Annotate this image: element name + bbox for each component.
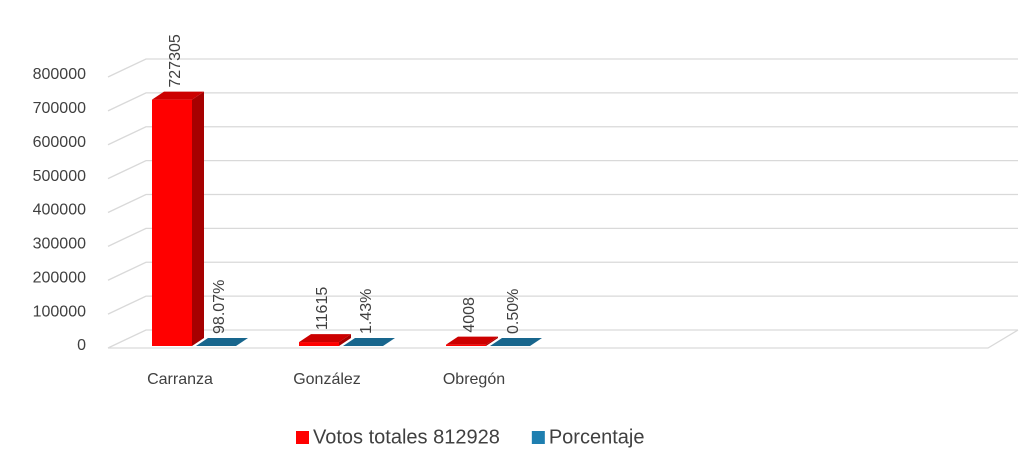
bar-side bbox=[486, 336, 498, 346]
data-label: 727305 bbox=[167, 34, 184, 87]
y-tick-label: 600000 bbox=[33, 134, 86, 151]
y-tick-label: 200000 bbox=[33, 269, 86, 286]
bar-top bbox=[152, 91, 204, 100]
bar bbox=[446, 336, 498, 346]
data-label: 0.50% bbox=[505, 289, 522, 334]
legend-label: Porcentaje bbox=[549, 426, 645, 448]
bar-top bbox=[446, 336, 498, 345]
bar-side bbox=[339, 334, 351, 346]
y-tick-label: 100000 bbox=[33, 303, 86, 320]
grid-line bbox=[107, 295, 1018, 315]
legend-swatch bbox=[296, 431, 309, 444]
bar bbox=[343, 337, 395, 347]
y-tick-label: 800000 bbox=[33, 66, 86, 83]
bar bbox=[152, 91, 204, 347]
bars bbox=[152, 91, 542, 347]
bar bbox=[490, 337, 542, 347]
y-tick-label: 400000 bbox=[33, 202, 86, 219]
bar-top bbox=[343, 337, 395, 346]
bar-side bbox=[530, 337, 542, 346]
y-tick-label: 500000 bbox=[33, 168, 86, 185]
bar-side bbox=[236, 337, 248, 346]
floor-line bbox=[108, 329, 1019, 349]
bar-front bbox=[446, 344, 486, 346]
bar-front bbox=[299, 342, 339, 346]
bar-front bbox=[152, 99, 192, 347]
grid-line bbox=[107, 92, 1018, 112]
bar-side bbox=[192, 91, 204, 347]
data-label: 4008 bbox=[461, 297, 478, 333]
bar-top bbox=[490, 337, 542, 346]
y-tick-label: 700000 bbox=[33, 100, 86, 117]
y-tick-label: 300000 bbox=[33, 236, 86, 253]
data-label: 98.07% bbox=[211, 280, 228, 334]
grid-line bbox=[107, 261, 1018, 281]
data-label: 11615 bbox=[314, 287, 331, 330]
grid-line bbox=[107, 227, 1018, 247]
grid-line bbox=[107, 329, 1018, 349]
bar-top bbox=[196, 337, 248, 346]
y-tick-label: 0 bbox=[77, 337, 86, 354]
legend-label: Votos totales 812928 bbox=[313, 426, 500, 448]
grid-line bbox=[107, 58, 1018, 78]
grid bbox=[107, 58, 1019, 349]
bar bbox=[196, 337, 248, 346]
grid-line bbox=[107, 159, 1018, 180]
labels: 0 100000 200000 300000 400000 500000 600000 700… bbox=[33, 34, 645, 448]
legend-swatch bbox=[531, 431, 545, 444]
data-label: 1.43% bbox=[358, 289, 375, 334]
bar bbox=[299, 334, 351, 346]
grid-line bbox=[107, 126, 1018, 146]
bar-top bbox=[299, 334, 351, 343]
bar-side bbox=[383, 337, 395, 346]
x-tick-label: Carranza bbox=[147, 371, 213, 388]
x-tick-label: Obregón bbox=[443, 371, 505, 388]
grid-line bbox=[107, 193, 1018, 214]
x-tick-label: González bbox=[293, 371, 361, 388]
